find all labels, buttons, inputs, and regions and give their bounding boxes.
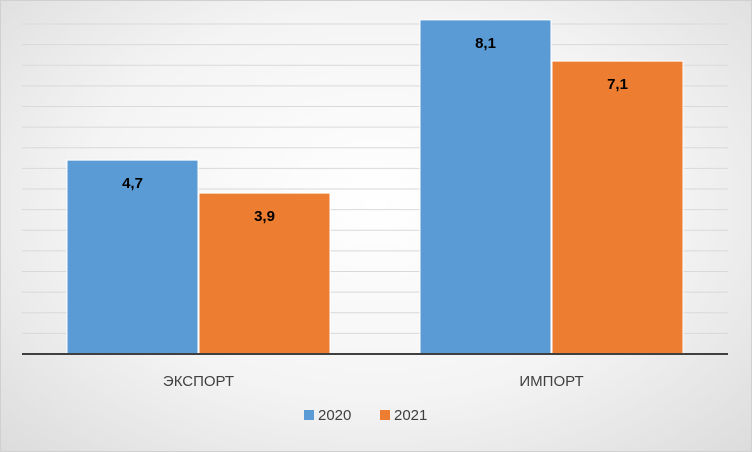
data-label: 4,7	[122, 175, 143, 192]
category-label: ЭКСПОРТ	[163, 373, 234, 390]
bar-2021-1	[551, 60, 684, 355]
category-label: ИМПОРТ	[519, 373, 583, 390]
legend-label: 2021	[394, 407, 427, 424]
data-label: 8,1	[475, 35, 496, 52]
data-label: 7,1	[607, 76, 628, 93]
legend-swatch-2021	[380, 410, 390, 420]
legend-swatch-2020	[304, 410, 314, 420]
data-label: 3,9	[254, 208, 275, 225]
bar-2020-1	[419, 19, 552, 355]
legend-label: 2020	[318, 407, 351, 424]
